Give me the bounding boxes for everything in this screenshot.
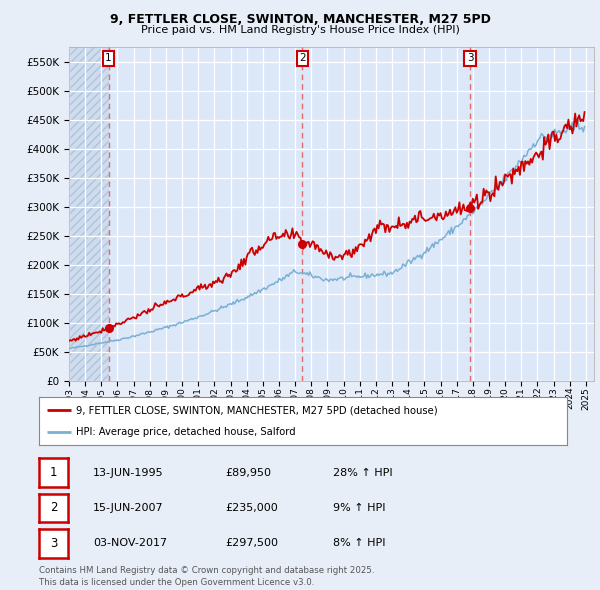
- Text: £297,500: £297,500: [225, 539, 278, 548]
- Text: 2: 2: [50, 502, 57, 514]
- Text: HPI: Average price, detached house, Salford: HPI: Average price, detached house, Salf…: [76, 427, 296, 437]
- Text: 9, FETTLER CLOSE, SWINTON, MANCHESTER, M27 5PD: 9, FETTLER CLOSE, SWINTON, MANCHESTER, M…: [110, 13, 490, 26]
- Text: 1: 1: [105, 53, 112, 63]
- Text: 8% ↑ HPI: 8% ↑ HPI: [333, 539, 386, 548]
- Text: 3: 3: [50, 537, 57, 550]
- Text: 9% ↑ HPI: 9% ↑ HPI: [333, 503, 386, 513]
- Text: 13-JUN-1995: 13-JUN-1995: [93, 468, 164, 477]
- Text: £235,000: £235,000: [225, 503, 278, 513]
- Text: 28% ↑ HPI: 28% ↑ HPI: [333, 468, 392, 477]
- Text: Price paid vs. HM Land Registry's House Price Index (HPI): Price paid vs. HM Land Registry's House …: [140, 25, 460, 35]
- Text: 03-NOV-2017: 03-NOV-2017: [93, 539, 167, 548]
- Text: 1: 1: [50, 466, 57, 479]
- Text: 9, FETTLER CLOSE, SWINTON, MANCHESTER, M27 5PD (detached house): 9, FETTLER CLOSE, SWINTON, MANCHESTER, M…: [76, 405, 437, 415]
- Text: 15-JUN-2007: 15-JUN-2007: [93, 503, 164, 513]
- Polygon shape: [69, 47, 109, 381]
- Text: Contains HM Land Registry data © Crown copyright and database right 2025.
This d: Contains HM Land Registry data © Crown c…: [39, 566, 374, 587]
- Text: £89,950: £89,950: [225, 468, 271, 477]
- Text: 2: 2: [299, 53, 306, 63]
- Text: 3: 3: [467, 53, 473, 63]
